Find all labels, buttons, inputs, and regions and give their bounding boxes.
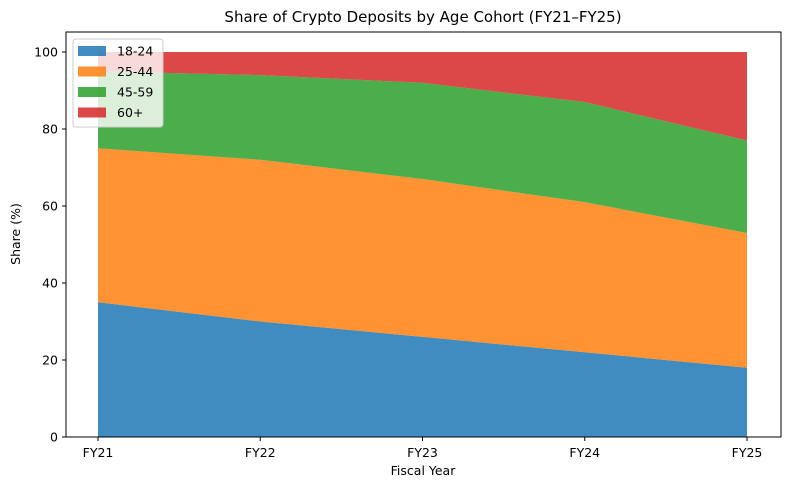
- y-tick-label: 60: [42, 199, 58, 214]
- y-tick-label: 80: [42, 122, 58, 137]
- y-axis-ticks: 0 20 40 60 80 100: [34, 45, 66, 445]
- legend-swatch-18-24: [78, 46, 106, 56]
- area-series-45-59: [98, 71, 747, 233]
- y-tick-label: 0: [50, 430, 58, 445]
- y-tick-label: 100: [34, 45, 58, 60]
- legend-swatch-25-44: [78, 66, 106, 77]
- y-tick-label: 40: [42, 276, 58, 291]
- legend-swatch-60+: [78, 107, 106, 118]
- legend: 18-24 25-44 45-59 60+: [72, 38, 164, 128]
- x-axis-label: Fiscal Year: [391, 463, 457, 478]
- x-tick-label: FY24: [569, 445, 600, 460]
- area-series-18-24: [98, 302, 747, 437]
- legend-label: 18-24: [117, 44, 153, 59]
- legend-box: [72, 38, 164, 128]
- x-tick-label: FY25: [732, 445, 763, 460]
- legend-label: 60+: [117, 105, 143, 120]
- legend-label: 45-59: [117, 85, 153, 100]
- y-tick-label: 20: [42, 353, 58, 368]
- area-series-60+: [98, 52, 747, 141]
- y-axis-label: Share (%): [8, 203, 23, 265]
- x-tick-label: FY21: [83, 445, 114, 460]
- chart-title: Share of Crypto Deposits by Age Cohort (…: [224, 8, 621, 26]
- legend-label: 25-44: [117, 64, 153, 79]
- x-tick-label: FY23: [407, 445, 438, 460]
- area-series-25-44: [98, 148, 747, 368]
- plot-areas: [98, 52, 747, 437]
- axes-frame: [65, 31, 782, 438]
- x-tick-label: FY22: [245, 445, 276, 460]
- x-axis-ticks: FY21 FY22 FY23 FY24 FY25: [83, 437, 763, 460]
- legend-swatch-45-59: [78, 87, 106, 97]
